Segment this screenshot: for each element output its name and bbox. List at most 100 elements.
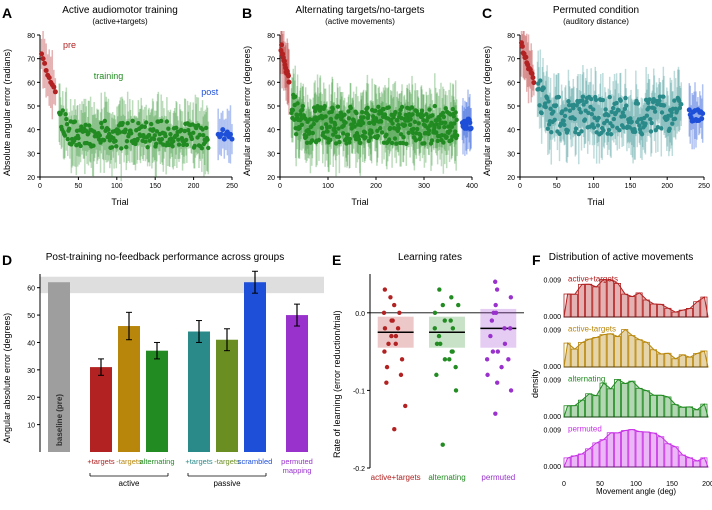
- svg-text:0.0: 0.0: [355, 311, 365, 318]
- svg-text:40: 40: [27, 340, 35, 347]
- svg-text:0.000: 0.000: [543, 314, 561, 321]
- panel-title: Learning rates: [330, 252, 530, 263]
- svg-text:50: 50: [267, 104, 275, 111]
- svg-text:30: 30: [27, 368, 35, 375]
- svg-text:0.009: 0.009: [543, 328, 561, 335]
- svg-text:150: 150: [149, 183, 161, 190]
- svg-text:40: 40: [27, 128, 35, 135]
- panel-D: DPost-training no-feedback performance a…: [0, 252, 330, 502]
- svg-text:100: 100: [588, 183, 600, 190]
- svg-text:20: 20: [507, 175, 515, 182]
- svg-text:0: 0: [518, 183, 522, 190]
- svg-text:Movement angle (deg): Movement angle (deg): [596, 487, 676, 496]
- svg-text:200: 200: [188, 183, 200, 190]
- svg-text:0.009: 0.009: [543, 278, 561, 285]
- svg-text:permuted: permuted: [481, 473, 515, 482]
- svg-text:200: 200: [702, 481, 712, 488]
- panel-title: Permuted condition: [480, 5, 712, 16]
- svg-text:30: 30: [267, 151, 275, 158]
- svg-text:100: 100: [111, 183, 123, 190]
- svg-text:passive: passive: [213, 479, 241, 488]
- ylabel: Angular absolute error (degrees): [242, 46, 252, 176]
- svg-text:0: 0: [278, 183, 282, 190]
- svg-text:70: 70: [267, 57, 275, 64]
- panel-title: Active audiomotor training: [0, 5, 240, 16]
- svg-text:20: 20: [267, 175, 275, 182]
- svg-text:70: 70: [27, 57, 35, 64]
- svg-text:70: 70: [507, 57, 515, 64]
- svg-text:40: 40: [507, 128, 515, 135]
- panel-title: Distribution of active movements: [530, 252, 712, 263]
- panel-subtitle: (auditory distance): [480, 17, 712, 26]
- figure: AActive audiomotor training(active+targe…: [0, 0, 712, 510]
- svg-text:50: 50: [75, 183, 83, 190]
- svg-text:-targets: -targets: [214, 457, 240, 466]
- train-annot: training: [94, 71, 124, 81]
- svg-text:0.009: 0.009: [543, 378, 561, 385]
- svg-text:10: 10: [27, 423, 35, 430]
- ylabel: Angular absolute error (degrees): [482, 46, 492, 176]
- pre-annot: pre: [63, 40, 76, 50]
- svg-text:50: 50: [507, 104, 515, 111]
- panel-F: FDistribution of active movementsactive+…: [530, 252, 712, 502]
- bar: [188, 332, 210, 452]
- svg-text:100: 100: [322, 183, 334, 190]
- ylabel: Angular absolute error (degrees): [2, 313, 12, 443]
- bar: [244, 282, 266, 452]
- hist-label: permuted: [568, 425, 602, 434]
- svg-text:50: 50: [27, 313, 35, 320]
- svg-text:alternating: alternating: [428, 473, 465, 482]
- svg-text:-targets: -targets: [116, 457, 142, 466]
- svg-text:20: 20: [27, 175, 35, 182]
- panel-B: BAlternating targets/no-targets(active m…: [240, 5, 480, 205]
- svg-text:60: 60: [267, 80, 275, 87]
- hist-label: alternating: [568, 375, 605, 384]
- svg-text:60: 60: [27, 80, 35, 87]
- panel-subtitle: (active+targets): [0, 17, 240, 26]
- svg-text:150: 150: [625, 183, 637, 190]
- svg-text:+targets: +targets: [87, 457, 115, 466]
- svg-text:mapping: mapping: [283, 466, 312, 475]
- panel-C: CPermuted condition(auditory distance)20…: [480, 5, 712, 205]
- svg-text:active+targets: active+targets: [371, 473, 421, 482]
- svg-text:30: 30: [507, 151, 515, 158]
- svg-text:80: 80: [27, 33, 35, 40]
- svg-text:-0.2: -0.2: [353, 466, 365, 473]
- ylabel: Absolute angular error (radians): [2, 49, 12, 176]
- bar: [286, 315, 308, 452]
- xlabel: Trial: [480, 197, 712, 207]
- panel-E: ELearning rates-0.2-0.10.0active+targets…: [330, 252, 530, 502]
- svg-text:active: active: [119, 479, 140, 488]
- svg-text:permuted: permuted: [281, 457, 313, 466]
- bar: [216, 340, 238, 452]
- svg-text:-0.1: -0.1: [353, 388, 365, 395]
- panel-title: Post-training no-feedback performance ac…: [0, 252, 330, 263]
- svg-text:80: 80: [507, 33, 515, 40]
- svg-text:scrambled: scrambled: [238, 457, 273, 466]
- svg-text:+targets: +targets: [185, 457, 213, 466]
- panel-subtitle: (active movements): [240, 17, 480, 26]
- svg-text:0: 0: [562, 481, 566, 488]
- svg-text:20: 20: [27, 395, 35, 402]
- svg-text:baseline (pre): baseline (pre): [55, 394, 64, 446]
- svg-text:40: 40: [267, 128, 275, 135]
- svg-text:60: 60: [27, 286, 35, 293]
- bar: [118, 326, 140, 452]
- svg-text:alternating: alternating: [139, 457, 174, 466]
- xlabel: Trial: [0, 197, 240, 207]
- bar: [90, 367, 112, 452]
- xlabel: Trial: [240, 197, 480, 207]
- svg-text:30: 30: [27, 151, 35, 158]
- svg-text:0.000: 0.000: [543, 364, 561, 371]
- svg-text:0.009: 0.009: [543, 428, 561, 435]
- svg-text:50: 50: [553, 183, 561, 190]
- svg-text:50: 50: [27, 104, 35, 111]
- svg-text:0.000: 0.000: [543, 414, 561, 421]
- svg-text:200: 200: [370, 183, 382, 190]
- panel-A: AActive audiomotor training(active+targe…: [0, 5, 240, 205]
- svg-text:400: 400: [466, 183, 478, 190]
- hist-label: active-targets: [568, 325, 616, 334]
- panel-title: Alternating targets/no-targets: [240, 5, 480, 16]
- bar: [146, 351, 168, 452]
- svg-text:200: 200: [661, 183, 673, 190]
